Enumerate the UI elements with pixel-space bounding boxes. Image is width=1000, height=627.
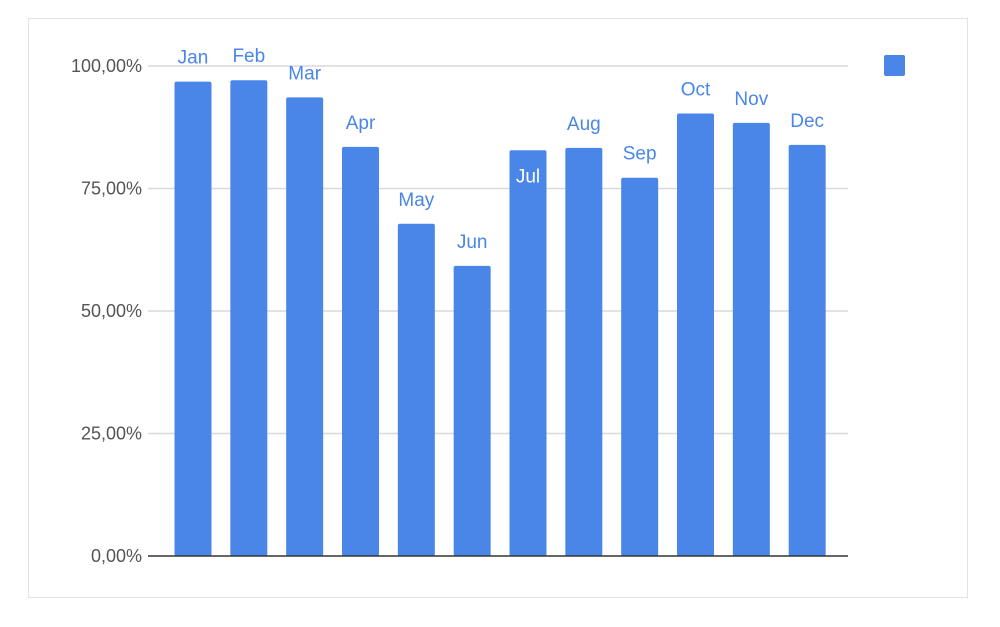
- data-label-may: May: [398, 190, 434, 211]
- bar-dec[interactable]: [788, 144, 826, 556]
- bar-apr[interactable]: [342, 146, 379, 556]
- data-label-oct: Oct: [681, 80, 711, 101]
- data-label-aug: Aug: [567, 114, 601, 135]
- y-tick-label: 100,00%: [71, 56, 142, 76]
- bar-oct[interactable]: [677, 113, 714, 556]
- data-labels: Jan Feb Mar Apr May Jun Jul Aug Sep Oct Nov Dec: [178, 46, 824, 253]
- data-label-nov: Nov: [734, 89, 768, 110]
- data-label-jun: Jun: [457, 232, 488, 253]
- bar-feb[interactable]: [230, 80, 268, 557]
- bar-mar[interactable]: [286, 97, 324, 557]
- bar-jan[interactable]: [174, 81, 212, 557]
- bar-aug[interactable]: [565, 147, 603, 556]
- y-tick-label: 0,00%: [91, 546, 142, 566]
- data-label-apr: Apr: [346, 113, 376, 134]
- bar-jun[interactable]: [453, 265, 491, 556]
- y-axis-tick-labels: 0,00% 25,00% 50,00% 75,00% 100,00%: [71, 56, 142, 566]
- bars: [174, 80, 826, 557]
- data-label-dec: Dec: [790, 111, 824, 132]
- data-label-feb: Feb: [232, 46, 265, 67]
- data-label-sep: Sep: [623, 144, 657, 165]
- y-tick-label: 75,00%: [81, 179, 142, 199]
- bar-jul[interactable]: [509, 150, 547, 556]
- bar-sep[interactable]: [621, 177, 659, 556]
- bar-may[interactable]: [397, 223, 435, 556]
- legend-swatch[interactable]: [884, 55, 905, 76]
- bar-nov[interactable]: [732, 122, 770, 556]
- data-label-jul: Jul: [516, 166, 540, 187]
- data-label-jan: Jan: [178, 48, 209, 69]
- y-tick-label: 50,00%: [81, 301, 142, 321]
- y-tick-label: 25,00%: [81, 424, 142, 444]
- data-label-mar: Mar: [288, 63, 321, 84]
